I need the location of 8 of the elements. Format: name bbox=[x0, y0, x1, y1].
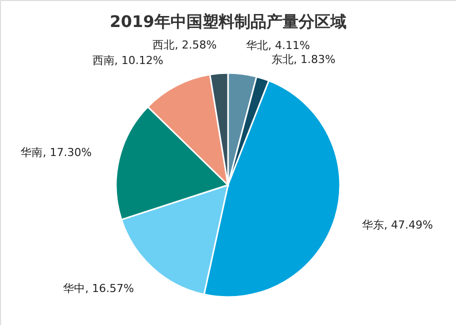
slice-label: 华北, 4.11% bbox=[246, 39, 310, 52]
slice-label: 西北, 2.58% bbox=[152, 38, 217, 52]
slice-label: 华中, 16.57% bbox=[63, 282, 134, 295]
slice-label: 西南, 10.12% bbox=[92, 54, 164, 67]
slice-label: 华东, 47.49% bbox=[362, 218, 433, 232]
slice-label: 华南, 17.30% bbox=[20, 146, 92, 160]
chart-title: 2019年中国塑料制品产量分区域 bbox=[110, 12, 346, 31]
slice-label: 东北, 1.83% bbox=[271, 53, 336, 66]
